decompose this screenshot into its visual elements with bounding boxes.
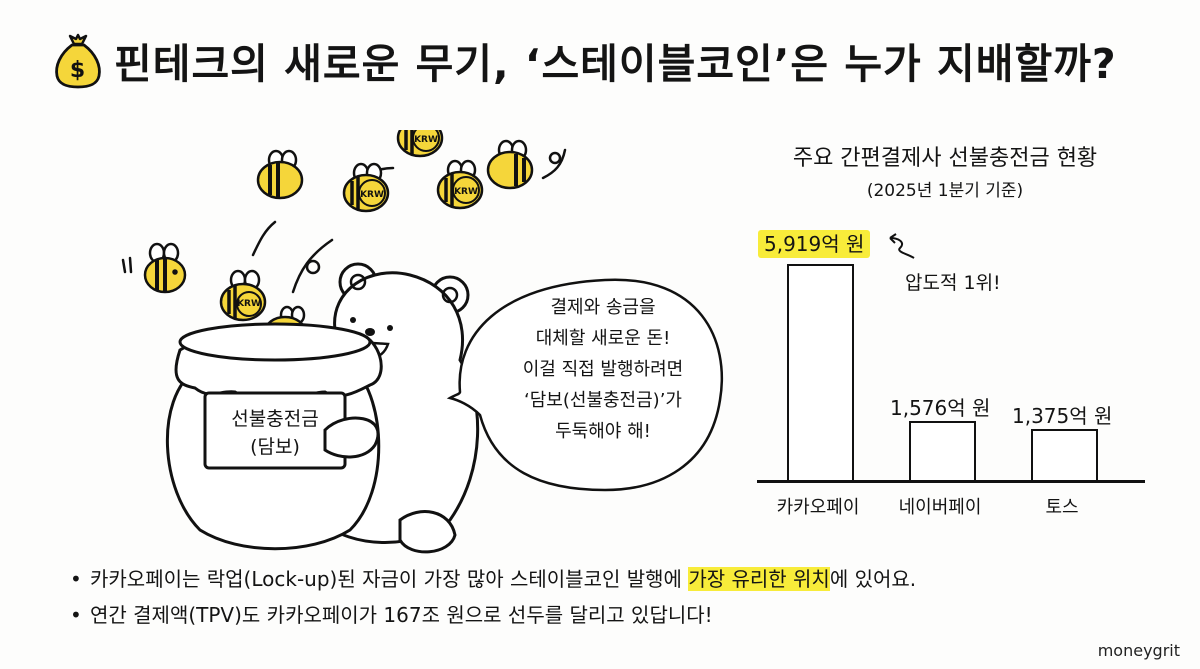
page-title: $ 핀테크의 새로운 무기, ‘스테이블코인’은 누가 지배할까?: [52, 20, 1117, 100]
category-toss: 토스: [1045, 497, 1079, 518]
bar-kakaopay: [787, 264, 854, 482]
bullet-item: 연간 결제액(TPV)도 카카오페이가 167조 원으로 선두를 달리고 있답니…: [70, 597, 916, 633]
category-kakaopay: 카카오페이: [776, 497, 860, 518]
bar-toss: [1031, 429, 1098, 482]
jar-label-line1: 선불충전금: [231, 408, 319, 430]
bubble-line: 이걸 직접 발행하려면: [522, 359, 684, 380]
summary-bullets: 카카오페이는 락업(Lock-up)된 자금이 가장 많아 스테이블코인 발행에…: [70, 561, 916, 633]
chart-annotation: 압도적 1위!: [905, 272, 1001, 294]
svg-text:$: $: [70, 58, 86, 83]
bee-label: KRW: [360, 190, 384, 200]
bee-label: KRW: [414, 135, 438, 145]
title-text: 핀테크의 새로운 무기, ‘스테이블코인’은 누가 지배할까?: [114, 40, 1117, 88]
arrow-icon: [889, 233, 915, 259]
watermark: moneygrit: [1097, 641, 1180, 660]
bear-honey-jar-illustration: KRW KRW KRW KRW KRW: [121, 130, 724, 554]
chart-subtitle: (2025년 1분기 기준): [866, 181, 1024, 201]
highlight-text: 가장 유리한 위치: [688, 567, 830, 591]
bullet-item: 카카오페이는 락업(Lock-up)된 자금이 가장 많아 스테이블코인 발행에…: [70, 561, 916, 597]
money-bag-icon: $: [55, 33, 101, 89]
bubble-line: 결제와 송금을: [550, 297, 656, 318]
chart-title: 주요 간편결제사 선불충전금 현황: [792, 146, 1098, 171]
bee-label: KRW: [454, 187, 478, 197]
bubble-line: ‘담보(선불충전금)’가: [524, 390, 682, 411]
bar-value-naverpay: 1,576억 원: [890, 396, 991, 420]
bubble-line: 대체할 새로운 돈!: [535, 328, 671, 349]
bee-label: KRW: [237, 299, 261, 309]
category-naverpay: 네이버페이: [898, 497, 982, 518]
bar-value-toss: 1,375억 원: [1012, 404, 1113, 428]
jar-label-line2: (담보): [250, 436, 300, 458]
bubble-line: 두둑해야 해!: [555, 421, 651, 442]
jar-label: 선불충전금 (담보): [210, 405, 340, 461]
x-axis: [757, 480, 1145, 483]
speech-bubble-text: 결제와 송금을 대체할 새로운 돈! 이걸 직접 발행하려면 ‘담보(선불충전금…: [492, 292, 714, 447]
bar-value-kakaopay: 5,919억 원: [758, 228, 871, 258]
bar-naverpay: [909, 421, 976, 482]
